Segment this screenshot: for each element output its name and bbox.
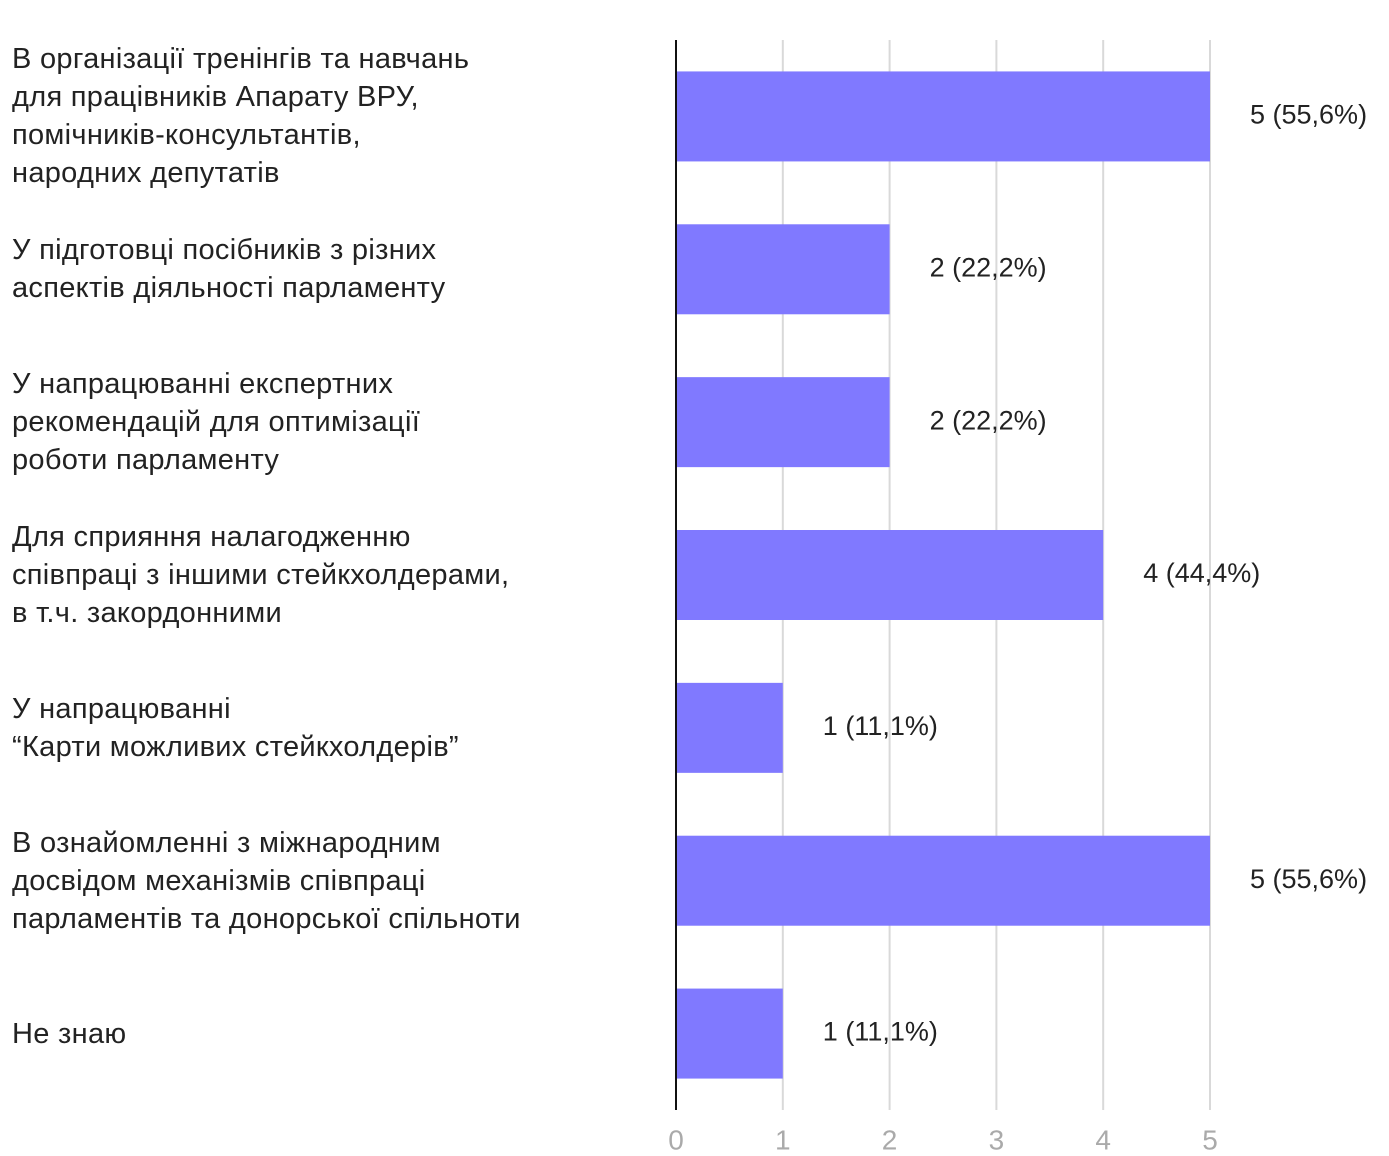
bar	[676, 530, 1104, 620]
bar	[676, 682, 783, 773]
category-label: У напрацюванні експертних рекомендацій д…	[12, 368, 421, 477]
bar	[676, 377, 890, 468]
x-tick-label: 4	[1095, 1124, 1111, 1155]
value-label: 5 (55,6%)	[1250, 100, 1367, 130]
category-label: Для сприяння налагодженню співпраці з ін…	[12, 521, 510, 629]
value-label: 4 (44,4%)	[1143, 558, 1260, 588]
bar	[676, 71, 1210, 162]
bar	[676, 224, 890, 315]
value-label: 1 (11,1%)	[823, 1017, 938, 1047]
x-tick-label: 2	[882, 1124, 898, 1155]
value-label: 2 (22,2%)	[930, 252, 1047, 282]
x-tick-label: 0	[668, 1124, 684, 1155]
x-tick-label: 1	[775, 1124, 791, 1155]
category-label: В ознайомленні з міжнародним досвідом ме…	[12, 826, 521, 935]
category-label: У напрацюванні “Карти можливих стейкхолд…	[12, 692, 459, 763]
category-label: У підготовці посібників з різних аспекті…	[12, 234, 446, 305]
value-label: 1 (11,1%)	[823, 711, 938, 741]
bar	[676, 988, 783, 1079]
value-label: 5 (55,6%)	[1250, 864, 1367, 894]
x-tick-label: 3	[989, 1124, 1005, 1155]
category-label: В організації тренінгів та навчань для п…	[12, 43, 470, 190]
value-label: 2 (22,2%)	[930, 405, 1047, 435]
x-tick-label: 5	[1202, 1124, 1218, 1155]
bar	[676, 835, 1210, 926]
category-label: Не знаю	[12, 1017, 127, 1050]
